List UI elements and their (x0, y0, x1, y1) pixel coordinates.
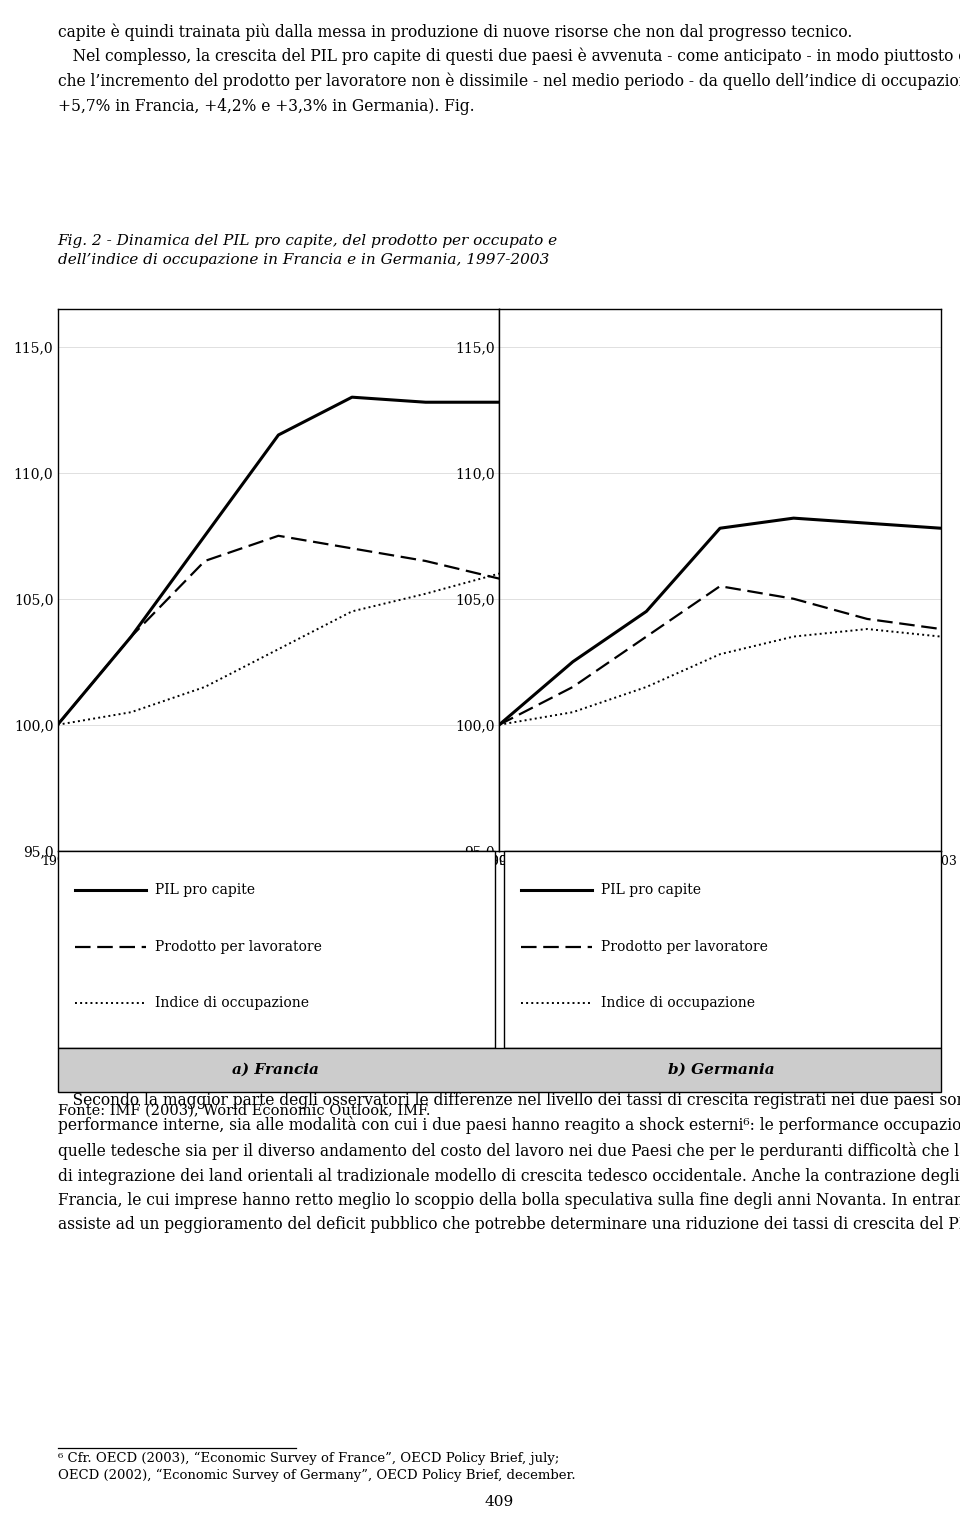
Text: Indice di occupazione: Indice di occupazione (155, 995, 309, 1011)
Text: ⁶ Cfr. OECD (2003), “Economic Survey of France”, OECD Policy Brief, july;
OECD (: ⁶ Cfr. OECD (2003), “Economic Survey of … (58, 1452, 575, 1482)
Text: b) Germania: b) Germania (668, 1063, 775, 1077)
FancyBboxPatch shape (58, 1048, 941, 1092)
Text: Indice di occupazione: Indice di occupazione (601, 995, 755, 1011)
Text: Prodotto per lavoratore: Prodotto per lavoratore (155, 940, 322, 954)
FancyBboxPatch shape (504, 851, 941, 1048)
Text: Fonte: IMF (2003), World Economic Outlook, IMF.: Fonte: IMF (2003), World Economic Outloo… (58, 1103, 430, 1118)
Text: PIL pro capite: PIL pro capite (155, 883, 254, 897)
FancyBboxPatch shape (58, 851, 494, 1048)
Text: Fig. 2 - Dinamica del PIL pro capite, del prodotto per occupato e
dell’indice di: Fig. 2 - Dinamica del PIL pro capite, de… (58, 233, 558, 267)
Text: capite è quindi trainata più dalla messa in produzione di nuove risorse che non : capite è quindi trainata più dalla messa… (58, 23, 960, 115)
Text: 409: 409 (485, 1495, 514, 1508)
Text: Secondo la maggior parte degli osservatori le differenze nel livello dei tassi d: Secondo la maggior parte degli osservato… (58, 1092, 960, 1233)
Text: PIL pro capite: PIL pro capite (601, 883, 701, 897)
Text: a) Francia: a) Francia (232, 1063, 319, 1077)
Text: Prodotto per lavoratore: Prodotto per lavoratore (601, 940, 768, 954)
